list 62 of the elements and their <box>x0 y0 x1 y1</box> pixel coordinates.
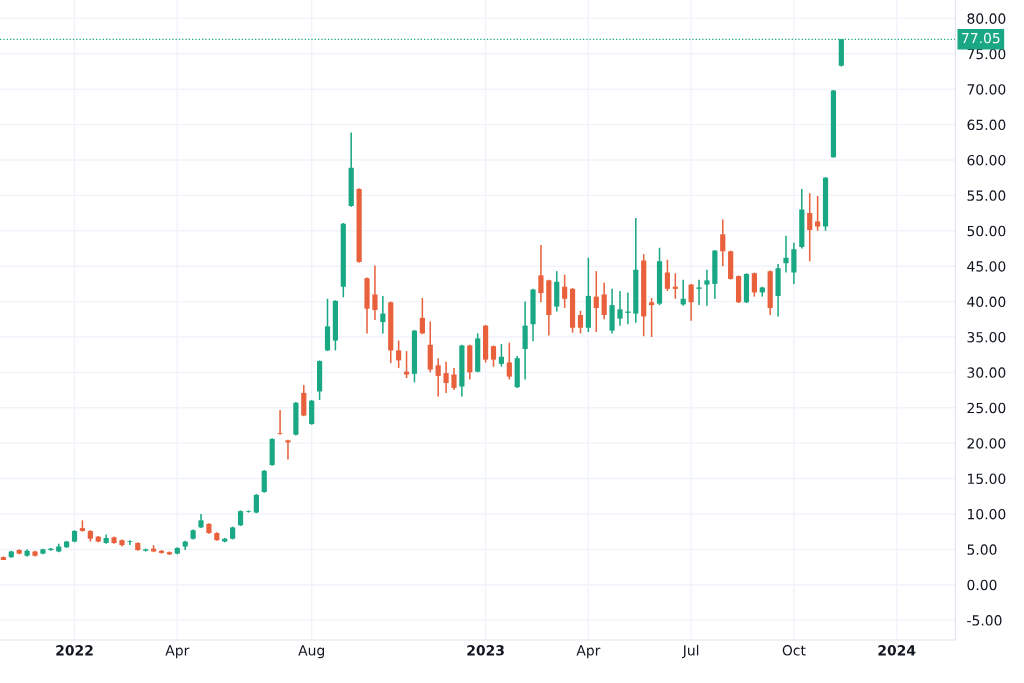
candlestick <box>720 218 726 267</box>
candlestick <box>419 297 425 335</box>
y-tick-label: 25.00 <box>967 402 1006 414</box>
x-tick-label: Apr <box>576 645 601 659</box>
candlestick <box>127 539 133 546</box>
candlestick <box>538 244 544 304</box>
candlestick <box>396 339 402 369</box>
candlestick <box>498 343 505 368</box>
candlestick <box>451 367 457 391</box>
y-tick-label: 15.00 <box>968 473 1006 485</box>
y-tick-label: -5.00 <box>967 615 1002 626</box>
candlestick <box>751 271 757 298</box>
candlestick <box>696 278 702 306</box>
y-tick-label: 75.00 <box>967 48 1006 60</box>
x-tick-label: Jul <box>682 644 699 659</box>
candlestick <box>301 384 307 418</box>
candlestick <box>562 273 568 309</box>
y-tick-label: 5.00 <box>967 544 997 555</box>
y-tick-label: 20.00 <box>967 438 1006 449</box>
candlestick <box>506 341 512 381</box>
y-tick-label: 50.00 <box>967 225 1006 237</box>
candlestick <box>783 234 789 274</box>
candlestick <box>577 310 584 335</box>
candlestick <box>261 469 267 494</box>
y-tick-label: 70.00 <box>967 84 1006 95</box>
candlestick <box>704 268 710 307</box>
candlestick <box>688 283 694 322</box>
candlestick <box>435 357 441 398</box>
candlestick <box>380 295 386 335</box>
candlestick <box>791 242 797 285</box>
y-tick-label: 10.00 <box>968 508 1006 520</box>
x-tick-label: Apr <box>165 645 190 659</box>
candlestick <box>522 300 528 381</box>
candlestick <box>617 290 623 327</box>
y-tick-label: 35.00 <box>967 331 1006 343</box>
y-tick-label: 55.00 <box>967 190 1006 201</box>
candlestick <box>372 264 378 321</box>
x-tick-label: 2023 <box>467 645 504 656</box>
y-tick-label: 45.00 <box>967 261 1006 272</box>
candlestick <box>649 297 655 338</box>
candlestick <box>443 360 449 394</box>
y-tick-label: 80.00 <box>967 13 1006 24</box>
x-tick-label: Oct <box>782 645 806 656</box>
candlestick <box>664 259 671 292</box>
candlestick <box>625 291 631 325</box>
x-tick-label: 2024 <box>878 645 916 656</box>
candlestick <box>277 409 283 436</box>
candlestick <box>672 272 678 300</box>
candlestick <box>309 399 315 426</box>
y-tick-label: 30.00 <box>967 367 1006 378</box>
candlestick <box>807 192 813 262</box>
candlestick <box>593 270 599 333</box>
ref-line-label: 77.05 <box>962 32 1000 44</box>
candlestick <box>601 281 607 321</box>
y-tick-label: 0.00 <box>967 579 997 591</box>
x-tick-label: 2022 <box>56 645 93 656</box>
candlestick <box>490 344 497 368</box>
candlestick <box>815 195 821 232</box>
x-tick-label: Aug <box>298 645 324 659</box>
y-tick-label: 40.00 <box>967 296 1006 308</box>
y-tick-label: 65.00 <box>967 119 1006 131</box>
y-tick-label: 60.00 <box>967 154 1006 166</box>
